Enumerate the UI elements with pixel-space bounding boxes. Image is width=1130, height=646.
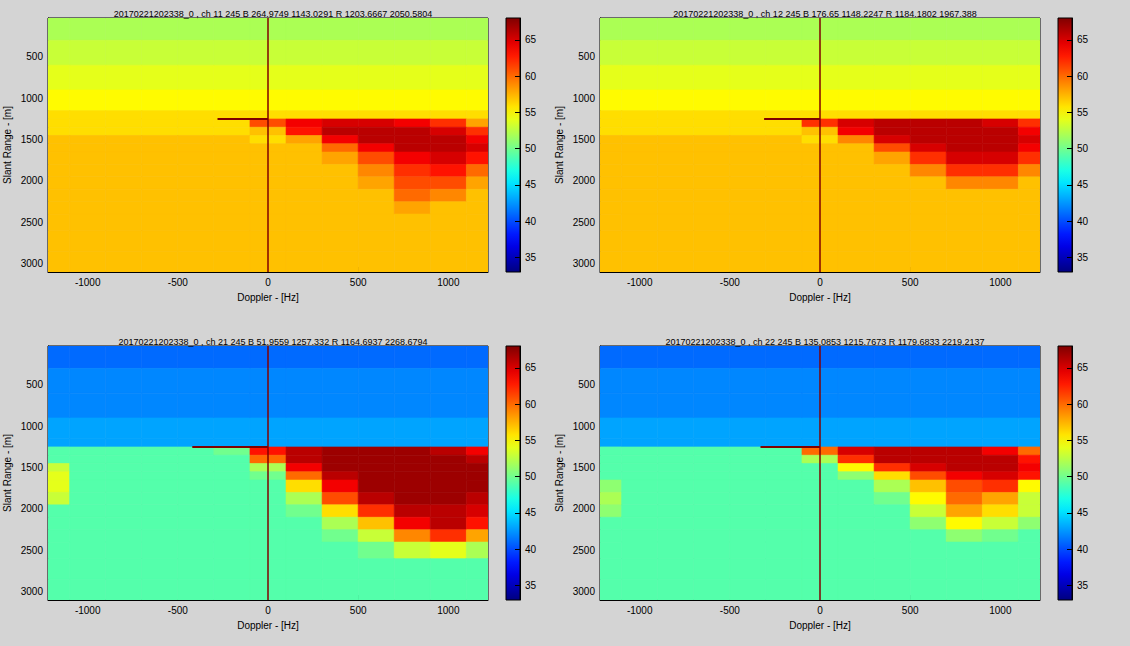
svg-text:35: 35 bbox=[525, 580, 537, 591]
svg-text:40: 40 bbox=[1077, 216, 1089, 227]
svg-text:2500: 2500 bbox=[21, 545, 44, 556]
svg-text:2000: 2000 bbox=[573, 175, 596, 186]
svg-text:65: 65 bbox=[525, 362, 537, 373]
svg-text:2500: 2500 bbox=[573, 217, 596, 228]
svg-text:500: 500 bbox=[26, 51, 43, 62]
svg-text:60: 60 bbox=[1077, 399, 1089, 410]
svg-text:2000: 2000 bbox=[21, 175, 44, 186]
svg-text:20170221202338_0 , ch 12 245 B: 20170221202338_0 , ch 12 245 B 176.65 11… bbox=[673, 9, 976, 19]
svg-text:45: 45 bbox=[1077, 179, 1089, 190]
svg-text:60: 60 bbox=[1077, 71, 1089, 82]
svg-text:-1000: -1000 bbox=[627, 605, 653, 616]
svg-text:55: 55 bbox=[1077, 107, 1089, 118]
svg-text:-500: -500 bbox=[168, 277, 188, 288]
svg-text:1000: 1000 bbox=[437, 277, 460, 288]
svg-text:1000: 1000 bbox=[989, 605, 1012, 616]
svg-text:500: 500 bbox=[26, 379, 43, 390]
svg-text:1500: 1500 bbox=[21, 134, 44, 145]
svg-text:500: 500 bbox=[350, 277, 367, 288]
svg-text:45: 45 bbox=[525, 507, 537, 518]
svg-text:40: 40 bbox=[525, 216, 537, 227]
svg-text:2500: 2500 bbox=[573, 545, 596, 556]
svg-text:50: 50 bbox=[525, 471, 537, 482]
svg-text:55: 55 bbox=[1077, 435, 1089, 446]
svg-text:3000: 3000 bbox=[573, 586, 596, 597]
svg-text:35: 35 bbox=[1077, 252, 1089, 263]
svg-text:45: 45 bbox=[1077, 507, 1089, 518]
svg-text:500: 500 bbox=[902, 605, 919, 616]
svg-text:1000: 1000 bbox=[437, 605, 460, 616]
svg-text:2000: 2000 bbox=[21, 503, 44, 514]
svg-text:2500: 2500 bbox=[21, 217, 44, 228]
svg-text:3000: 3000 bbox=[21, 586, 44, 597]
svg-text:65: 65 bbox=[525, 34, 537, 45]
svg-text:Doppler - [Hz]: Doppler - [Hz] bbox=[237, 620, 299, 631]
svg-text:55: 55 bbox=[525, 107, 537, 118]
svg-text:1000: 1000 bbox=[989, 277, 1012, 288]
svg-text:Slant Range - [m]: Slant Range - [m] bbox=[554, 434, 565, 512]
svg-text:Slant Range - [m]: Slant Range - [m] bbox=[2, 434, 13, 512]
svg-text:500: 500 bbox=[902, 277, 919, 288]
svg-text:-1000: -1000 bbox=[75, 277, 101, 288]
svg-text:35: 35 bbox=[1077, 580, 1089, 591]
svg-text:55: 55 bbox=[525, 435, 537, 446]
svg-text:1500: 1500 bbox=[21, 462, 44, 473]
svg-text:1000: 1000 bbox=[573, 421, 596, 432]
svg-text:2000: 2000 bbox=[573, 503, 596, 514]
svg-text:65: 65 bbox=[1077, 362, 1089, 373]
svg-text:Doppler - [Hz]: Doppler - [Hz] bbox=[237, 292, 299, 303]
svg-text:0: 0 bbox=[817, 277, 823, 288]
svg-text:40: 40 bbox=[1077, 544, 1089, 555]
svg-text:0: 0 bbox=[265, 277, 271, 288]
svg-text:1000: 1000 bbox=[21, 93, 44, 104]
svg-text:20170221202338_0 , ch 11 245 B: 20170221202338_0 , ch 11 245 B 264.9749 … bbox=[114, 9, 432, 19]
svg-text:1000: 1000 bbox=[21, 421, 44, 432]
svg-text:-500: -500 bbox=[720, 605, 740, 616]
svg-text:20170221202338_0 , ch 22 245 B: 20170221202338_0 , ch 22 245 B 135.0853 … bbox=[665, 337, 984, 347]
svg-text:60: 60 bbox=[525, 71, 537, 82]
svg-text:500: 500 bbox=[578, 51, 595, 62]
svg-text:35: 35 bbox=[525, 252, 537, 263]
svg-text:500: 500 bbox=[578, 379, 595, 390]
svg-text:500: 500 bbox=[350, 605, 367, 616]
svg-text:-1000: -1000 bbox=[75, 605, 101, 616]
svg-text:Doppler - [Hz]: Doppler - [Hz] bbox=[789, 620, 851, 631]
svg-text:65: 65 bbox=[1077, 34, 1089, 45]
svg-text:3000: 3000 bbox=[21, 258, 44, 269]
svg-text:1500: 1500 bbox=[573, 462, 596, 473]
svg-text:3000: 3000 bbox=[573, 258, 596, 269]
svg-text:1500: 1500 bbox=[573, 134, 596, 145]
svg-text:Slant Range - [m]: Slant Range - [m] bbox=[2, 106, 13, 184]
svg-text:40: 40 bbox=[525, 544, 537, 555]
svg-text:Doppler - [Hz]: Doppler - [Hz] bbox=[789, 292, 851, 303]
svg-text:45: 45 bbox=[525, 179, 537, 190]
svg-text:60: 60 bbox=[525, 399, 537, 410]
svg-text:50: 50 bbox=[1077, 471, 1089, 482]
svg-text:0: 0 bbox=[817, 605, 823, 616]
svg-text:-500: -500 bbox=[720, 277, 740, 288]
svg-text:Slant Range - [m]: Slant Range - [m] bbox=[554, 106, 565, 184]
svg-text:20170221202338_0 , ch 21 245 B: 20170221202338_0 , ch 21 245 B 51.9559 1… bbox=[118, 337, 427, 347]
svg-text:1000: 1000 bbox=[573, 93, 596, 104]
svg-text:0: 0 bbox=[265, 605, 271, 616]
svg-text:-500: -500 bbox=[168, 605, 188, 616]
svg-text:50: 50 bbox=[525, 143, 537, 154]
svg-text:50: 50 bbox=[1077, 143, 1089, 154]
svg-text:-1000: -1000 bbox=[627, 277, 653, 288]
